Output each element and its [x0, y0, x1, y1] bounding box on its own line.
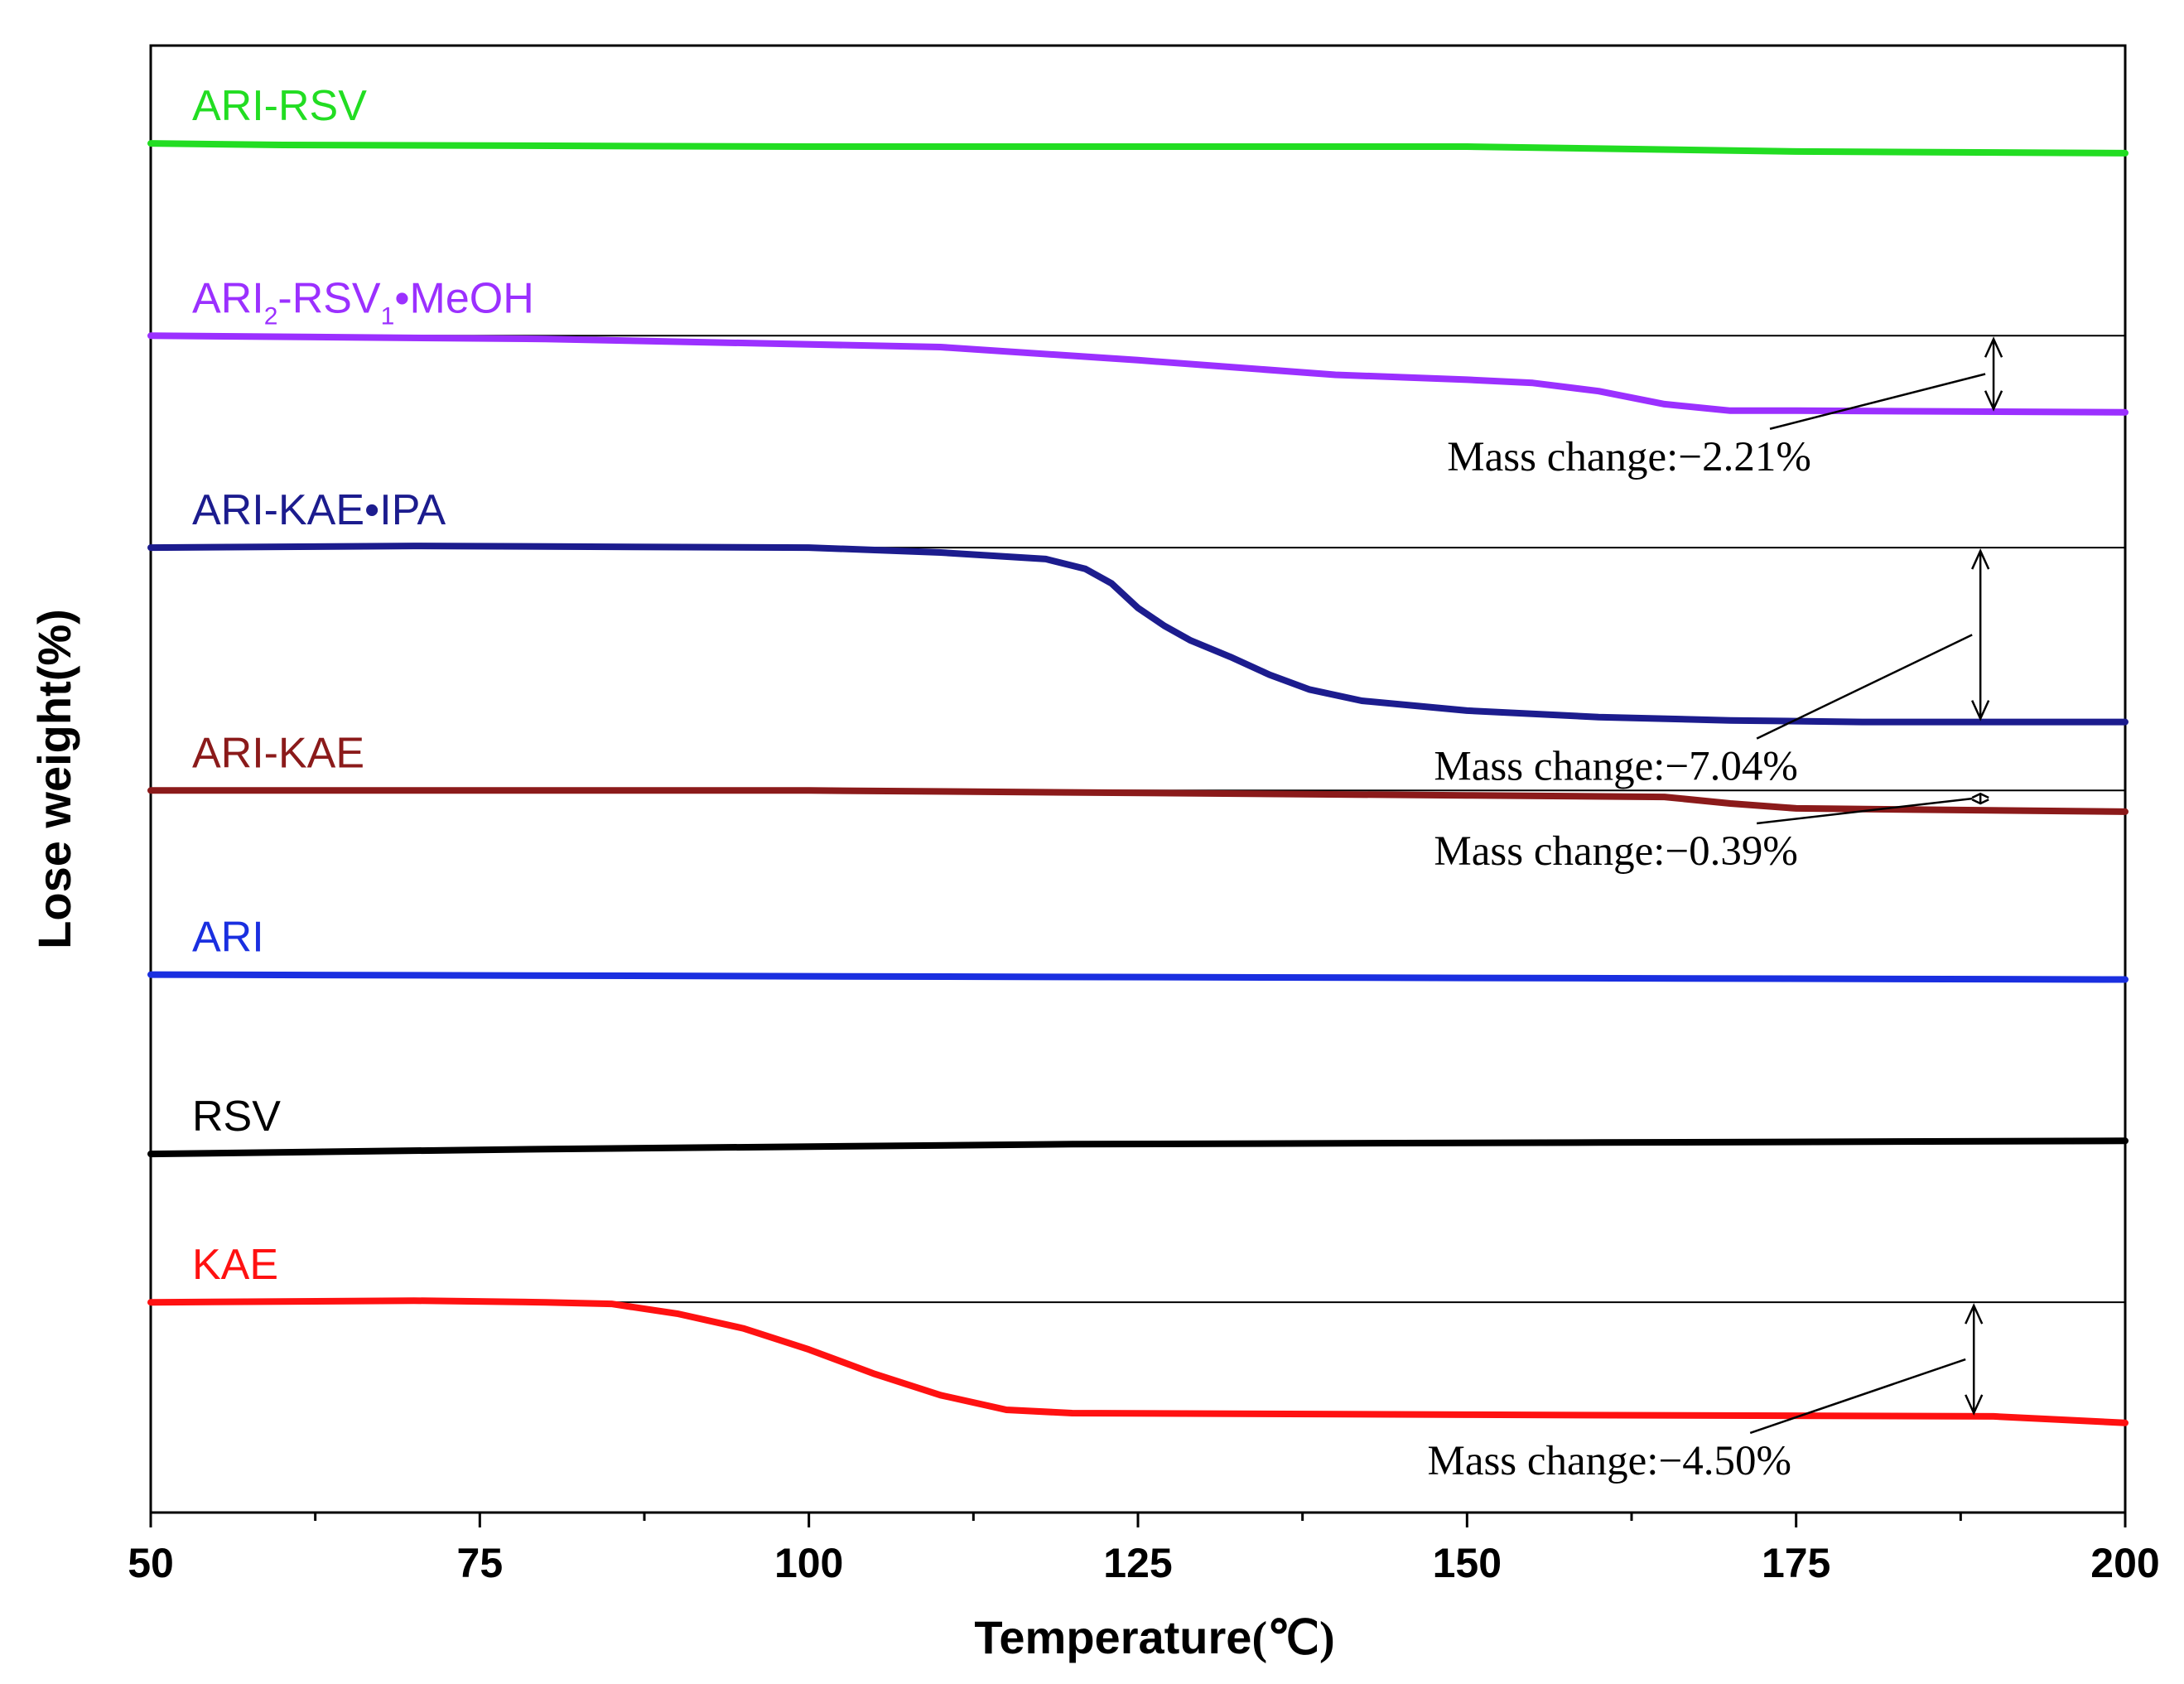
arrow-head-down [1971, 799, 1989, 805]
x-axis-title-unit: (℃) [1251, 1613, 1334, 1664]
series-line-ari [147, 971, 2129, 983]
series-label-part: ARI-KAE•IPA [192, 486, 446, 534]
mass-change-label: Mass change:−2.21% [1447, 434, 1811, 480]
series-line-ari-kae [147, 787, 2129, 815]
series-label-part: RSV [192, 1093, 281, 1141]
annotation-ari-kae-ipa: Mass change:−7.04% [1434, 548, 1990, 790]
series-label-part: -RSV [277, 274, 381, 322]
arrow-head-up [1984, 336, 2003, 358]
series-label-part: •MeOH [394, 274, 533, 322]
series-line-ari-rsv [147, 140, 2129, 157]
x-tick-label: 150 [1433, 1540, 1502, 1586]
mass-change-label: Mass change:−4.50% [1427, 1438, 1791, 1484]
arrow-head-down [1971, 700, 1990, 721]
series-line-rsv [147, 1137, 2129, 1158]
series-label-part: ARI [192, 274, 264, 322]
x-tick-label: 75 [457, 1540, 504, 1586]
annotation-leader [1749, 1358, 1966, 1435]
arrow-head-down [1984, 390, 2003, 412]
annotation-ari2-rsv1-meoh: Mass change:−2.21% [1447, 336, 2003, 480]
series-label-ari-rsv: ARI-RSV [192, 82, 367, 130]
x-tick-label: 125 [1103, 1540, 1172, 1586]
series-line-ari2-rsv1-meoh [147, 332, 2129, 416]
series-lines [147, 140, 2129, 1426]
mass-change-label: Mass change:−7.04% [1434, 744, 1798, 790]
series-label-ari: ARI [192, 914, 264, 962]
series-labels: ARI-RSVARI2-RSV1•MeOHARI-KAE•IPAARI-KAEA… [192, 82, 534, 1289]
series-line-ari-kae-ipa [147, 543, 2129, 726]
series-label-part: KAE [192, 1241, 278, 1289]
y-axis-title: Lose weight(%) [28, 609, 80, 949]
x-tick-label: 50 [128, 1540, 174, 1586]
mass-change-annotations: Mass change:−2.21% Mass change:−7.04% Mass… [1427, 336, 2003, 1484]
series-label-part: ARI [192, 914, 264, 962]
mass-change-label: Mass change:−0.39% [1434, 828, 1798, 875]
series-label-ari-kae: ARI-KAE [192, 729, 364, 777]
annotation-kae: Mass change:−4.50% [1427, 1303, 1984, 1484]
series-line-kae [147, 1297, 2129, 1426]
x-tick-label: 100 [774, 1540, 843, 1586]
x-axis: 50 75 100 125 150 175 200 [128, 1513, 2160, 1586]
series-label-ari2-rsv1-meoh: ARI2-RSV1•MeOH [192, 274, 534, 330]
series-label-part: 2 [264, 302, 278, 330]
arrow-head-down [1965, 1394, 1984, 1416]
annotation-leader [1756, 634, 1973, 740]
arrow-head-up [1965, 1303, 1984, 1325]
series-label-part: ARI-KAE [192, 729, 364, 777]
annotation-ari-kae: Mass change:−0.39% [1434, 792, 1989, 875]
x-axis-title: Temperature(℃) [974, 1611, 1334, 1664]
x-tick-label: 200 [2090, 1540, 2159, 1586]
plot-frame [149, 44, 2127, 1514]
arrow-head-up [1971, 548, 1990, 570]
series-label-rsv: RSV [192, 1093, 281, 1141]
series-label-part: 1 [381, 302, 395, 330]
series-label-part: ARI-RSV [192, 82, 367, 130]
annotation-leader [1757, 797, 1973, 825]
arrow-head-up [1971, 792, 1989, 799]
x-axis-title-text: Temperature [974, 1611, 1251, 1663]
x-tick-label: 175 [1762, 1540, 1830, 1586]
reference-baselines [151, 335, 2125, 1304]
series-label-kae: KAE [192, 1241, 278, 1289]
annotation-leader [1769, 373, 1986, 430]
series-label-ari-kae-ipa: ARI-KAE•IPA [192, 486, 446, 534]
